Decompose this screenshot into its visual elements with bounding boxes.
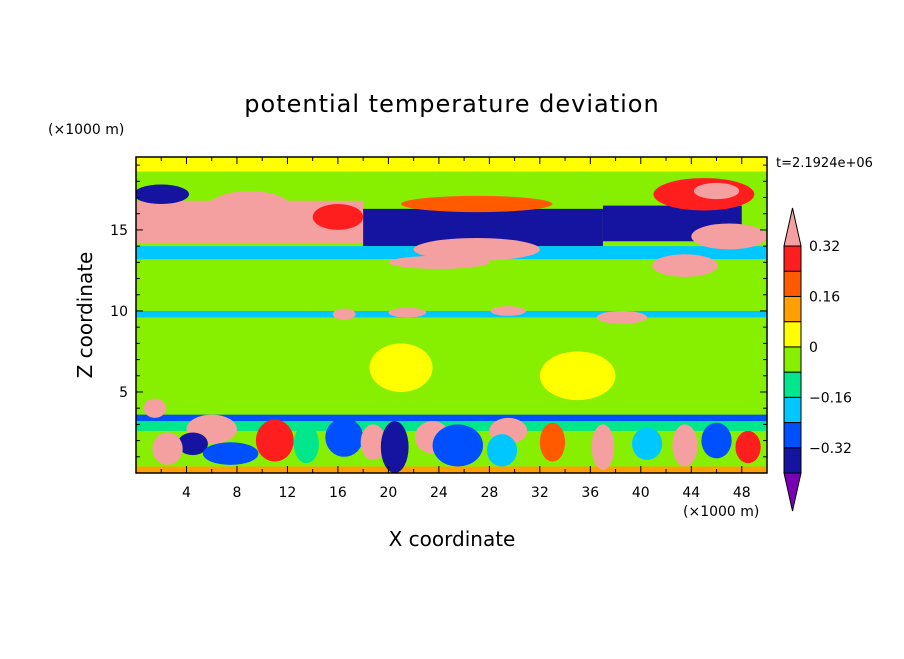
field-blob [691, 223, 767, 250]
field-blob [486, 434, 518, 467]
y-unit-label: (×1000 m) [48, 122, 124, 138]
field-blob [693, 182, 740, 200]
field-blob [325, 417, 364, 457]
field-blob [591, 424, 615, 470]
heatmap-field [136, 157, 767, 473]
colorbar-swatch [783, 447, 802, 474]
field-blob [380, 421, 409, 473]
y-tick-label: 15 [110, 223, 128, 239]
field-blob [490, 306, 526, 316]
colorbar-label: 0.32 [809, 239, 840, 255]
x-tick-label: 8 [232, 485, 241, 501]
x-tick-label: 36 [581, 485, 599, 501]
field-band [136, 466, 767, 473]
field-blob [701, 422, 732, 459]
field-blob [177, 432, 208, 456]
colorbar-swatch [783, 321, 802, 348]
field-blob [332, 308, 356, 320]
colorbar-label: −0.16 [809, 390, 852, 406]
field-band [136, 262, 767, 276]
colorbar-bottom-extend [783, 472, 802, 512]
field-blob [388, 255, 490, 269]
field-blob [143, 398, 167, 418]
x-tick-label: 24 [430, 485, 448, 501]
field-band [136, 327, 767, 336]
colorbar: 0.32 0.16 0 −0.16 −0.32 [783, 207, 852, 512]
colorbar-swatch [783, 371, 802, 398]
x-tick-label: 40 [632, 485, 650, 501]
field-blob [672, 424, 698, 467]
field-blob [224, 367, 301, 401]
field-blob [369, 343, 433, 392]
field-blob [240, 199, 272, 219]
field-blob [539, 351, 616, 401]
colorbar-top-extend [783, 207, 802, 247]
colorbar-label: 0.16 [809, 289, 840, 305]
x-tick-label: 4 [182, 485, 191, 501]
colorbar-label: −0.32 [809, 441, 852, 457]
field-band [136, 414, 767, 422]
field-blob [360, 424, 386, 461]
field-blob [401, 195, 553, 213]
time-label: t=2.1924e+06 [776, 156, 873, 171]
field-blob [255, 419, 294, 462]
field-blob [539, 422, 566, 462]
field-blob [652, 254, 718, 277]
x-tick-label: 32 [531, 485, 549, 501]
x-tick-label: 20 [379, 485, 397, 501]
y-tick-label: 5 [119, 385, 128, 401]
field-blob [202, 442, 259, 465]
field-blob [312, 203, 364, 230]
field-blob [413, 238, 540, 261]
x-unit-label: (×1000 m) [683, 504, 759, 520]
field-blob [388, 307, 427, 318]
x-tick-label: 48 [733, 485, 751, 501]
colorbar-swatch [783, 270, 802, 297]
field-blob [735, 430, 761, 464]
x-axis-label: X coordinate [389, 527, 516, 551]
x-tick-label: 12 [279, 485, 297, 501]
field-blob [596, 310, 648, 324]
y-axis: 5 10 15 [110, 164, 767, 458]
field-blob [432, 424, 484, 467]
field-band [136, 317, 767, 324]
colorbar-swatch [783, 422, 802, 449]
field-blob [631, 427, 663, 461]
field-blob [293, 424, 319, 464]
colorbar-swatch [783, 396, 802, 424]
colorbar-swatch [783, 346, 802, 373]
chart-title: potential temperature deviation [244, 90, 659, 118]
field-band [136, 157, 767, 172]
x-tick-label: 44 [682, 485, 700, 501]
field-blob [152, 432, 183, 465]
field-blob [136, 184, 189, 204]
colorbar-label: 0 [809, 340, 818, 356]
x-tick-label: 28 [480, 485, 498, 501]
field-band [136, 310, 767, 318]
plot-frame [135, 156, 768, 474]
colorbar-swatch [783, 295, 802, 323]
colorbar-swatch [783, 245, 802, 272]
x-tick-label: 16 [329, 485, 347, 501]
x-axis: 4 8 12 16 20 24 28 32 36 40 44 48 [160, 157, 751, 501]
y-axis-label: Z coordinate [73, 252, 97, 379]
y-tick-label: 10 [110, 304, 128, 320]
field-band [136, 281, 767, 295]
